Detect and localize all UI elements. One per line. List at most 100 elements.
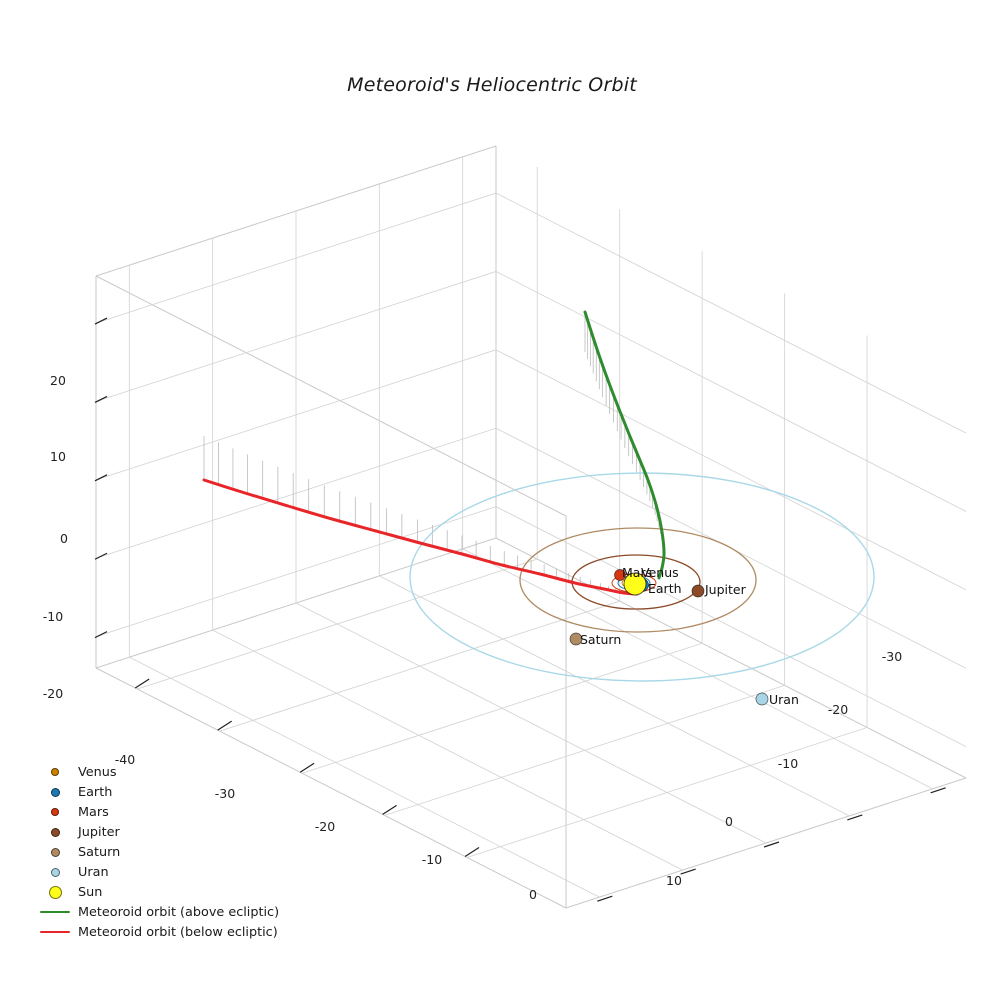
legend-line-glyph bbox=[40, 910, 70, 914]
celestial-bodies bbox=[569, 569, 769, 706]
axis-ticks: 20 10 0 -10 -20 -40 -30 -20 -10 0 -30 -20 -10 0 10 bbox=[43, 317, 946, 902]
legend-marker-line bbox=[36, 930, 74, 934]
legend-item-meteoroid[interactable]: Meteoroid orbit (above ecliptic) bbox=[36, 902, 336, 922]
legend-marker-dot bbox=[36, 827, 74, 837]
gridline-z-back bbox=[495, 192, 967, 434]
legend-item-earth[interactable]: Earth bbox=[36, 782, 336, 802]
y-tick-mark bbox=[680, 868, 696, 875]
x-tick-mark bbox=[134, 678, 150, 689]
legend-item-label: Meteoroid orbit (above ecliptic) bbox=[78, 904, 280, 920]
legend-item-label: Earth bbox=[78, 784, 113, 800]
x-tick-mark bbox=[382, 804, 397, 815]
legend-item-label: Sun bbox=[78, 884, 103, 900]
y-tick-mark bbox=[847, 814, 863, 821]
legend-item-label: Mars bbox=[78, 804, 109, 820]
y-tick-label: -30 bbox=[882, 649, 902, 664]
legend-item-mars[interactable]: Mars bbox=[36, 802, 336, 822]
legend-item-sun[interactable]: Sun bbox=[36, 882, 336, 902]
legend-marker-dot bbox=[36, 867, 74, 877]
x-tick-mark bbox=[299, 762, 315, 773]
axes-gridlines bbox=[95, 156, 967, 898]
gridline-z-side bbox=[95, 349, 497, 481]
gridline-z-side bbox=[95, 271, 497, 402]
legend-item-meteoroid[interactable]: Meteoroid orbit (below ecliptic) bbox=[36, 922, 336, 942]
y-tick-mark bbox=[597, 895, 613, 902]
x-tick-label: -30 bbox=[215, 786, 235, 801]
gridline-y-floor bbox=[379, 575, 850, 817]
x-tick-label: -10 bbox=[422, 852, 442, 867]
x-tick-label: -20 bbox=[315, 819, 335, 834]
meteoroid-path-above-ecliptic bbox=[583, 310, 666, 580]
legend-marker-dot bbox=[36, 787, 74, 797]
legend-dot-glyph bbox=[48, 885, 62, 899]
body-label: Saturn bbox=[580, 632, 621, 647]
body-marker-jupiter[interactable] bbox=[691, 584, 705, 598]
legend-item-label: Saturn bbox=[78, 844, 121, 860]
gridline-y-floor bbox=[129, 656, 600, 898]
legend-marker-dot bbox=[36, 885, 74, 899]
z-tick-mark bbox=[94, 317, 108, 325]
x-tick-label: 0 bbox=[529, 887, 537, 902]
orbit-ring bbox=[409, 472, 875, 682]
z-tick-mark bbox=[94, 395, 108, 403]
z-tick-label: 10 bbox=[50, 449, 66, 464]
orbit-ring bbox=[519, 527, 757, 633]
legend-item-jupiter[interactable]: Jupiter bbox=[36, 822, 336, 842]
meteoroid-path-below-ecliptic bbox=[202, 478, 639, 596]
legend-dot-glyph bbox=[50, 787, 60, 797]
y-tick-label: 10 bbox=[666, 873, 682, 888]
y-tick-mark bbox=[930, 787, 946, 794]
gridline-y-floor bbox=[462, 548, 933, 790]
legend-item-label: Uran bbox=[78, 864, 109, 880]
z-tick-mark bbox=[94, 552, 108, 560]
legend-item-uran[interactable]: Uran bbox=[36, 862, 336, 882]
z-tick-mark bbox=[94, 631, 108, 639]
legend-marker-dot bbox=[36, 847, 74, 857]
z-tick-label: 20 bbox=[50, 373, 66, 388]
page-title: Meteoroid's Heliocentric Orbit bbox=[347, 74, 637, 96]
axes-cube-edge bbox=[95, 667, 567, 909]
legend-item-label: Jupiter bbox=[78, 824, 120, 840]
trajectory-droplines bbox=[203, 312, 665, 594]
gridline-y-floor bbox=[212, 629, 683, 871]
z-tick-label: -20 bbox=[43, 686, 63, 701]
body-marker-saturn[interactable] bbox=[569, 632, 583, 646]
body-label: Earth bbox=[648, 581, 682, 596]
legend-item-label: Venus bbox=[78, 764, 117, 780]
legend-dot-glyph bbox=[50, 827, 60, 837]
legend-item-venus[interactable]: Venus bbox=[36, 762, 336, 782]
legend-marker-dot bbox=[36, 808, 74, 816]
body-label: Jupiter bbox=[704, 582, 747, 597]
plot-legend: Venus Earth Mars Jupiter Saturn Uran Sun Meteor… bbox=[36, 762, 336, 942]
z-tick-label: -10 bbox=[43, 609, 63, 624]
y-tick-label: -20 bbox=[828, 702, 848, 717]
y-tick-mark bbox=[763, 841, 780, 848]
gridline-y-floor bbox=[295, 602, 767, 844]
body-marker-sun[interactable] bbox=[623, 572, 647, 596]
x-tick-mark bbox=[464, 846, 480, 857]
x-tick-mark bbox=[217, 720, 233, 731]
axes-cube-edge bbox=[495, 537, 967, 779]
legend-dot-glyph bbox=[51, 808, 59, 816]
body-marker-mars[interactable] bbox=[614, 569, 626, 581]
legend-dot-glyph bbox=[50, 847, 60, 857]
meteoroid-trajectory bbox=[202, 310, 666, 596]
gridline-z-side bbox=[95, 192, 497, 324]
legend-marker-dot bbox=[36, 768, 74, 776]
body-label: Venus bbox=[641, 565, 679, 580]
gridline-z-side bbox=[95, 506, 497, 638]
z-tick-label: 0 bbox=[60, 531, 68, 546]
gridline-z-back bbox=[495, 506, 967, 748]
y-tick-label: -10 bbox=[778, 756, 798, 771]
y-tick-label: 0 bbox=[725, 814, 733, 829]
legend-item-saturn[interactable]: Saturn bbox=[36, 842, 336, 862]
legend-dot-glyph bbox=[51, 768, 59, 776]
body-label: Uran bbox=[769, 692, 799, 707]
axes-cube-edge bbox=[95, 275, 567, 517]
x-tick-label: -40 bbox=[115, 752, 135, 767]
z-tick-mark bbox=[94, 474, 108, 482]
body-marker-uran[interactable] bbox=[755, 692, 769, 706]
